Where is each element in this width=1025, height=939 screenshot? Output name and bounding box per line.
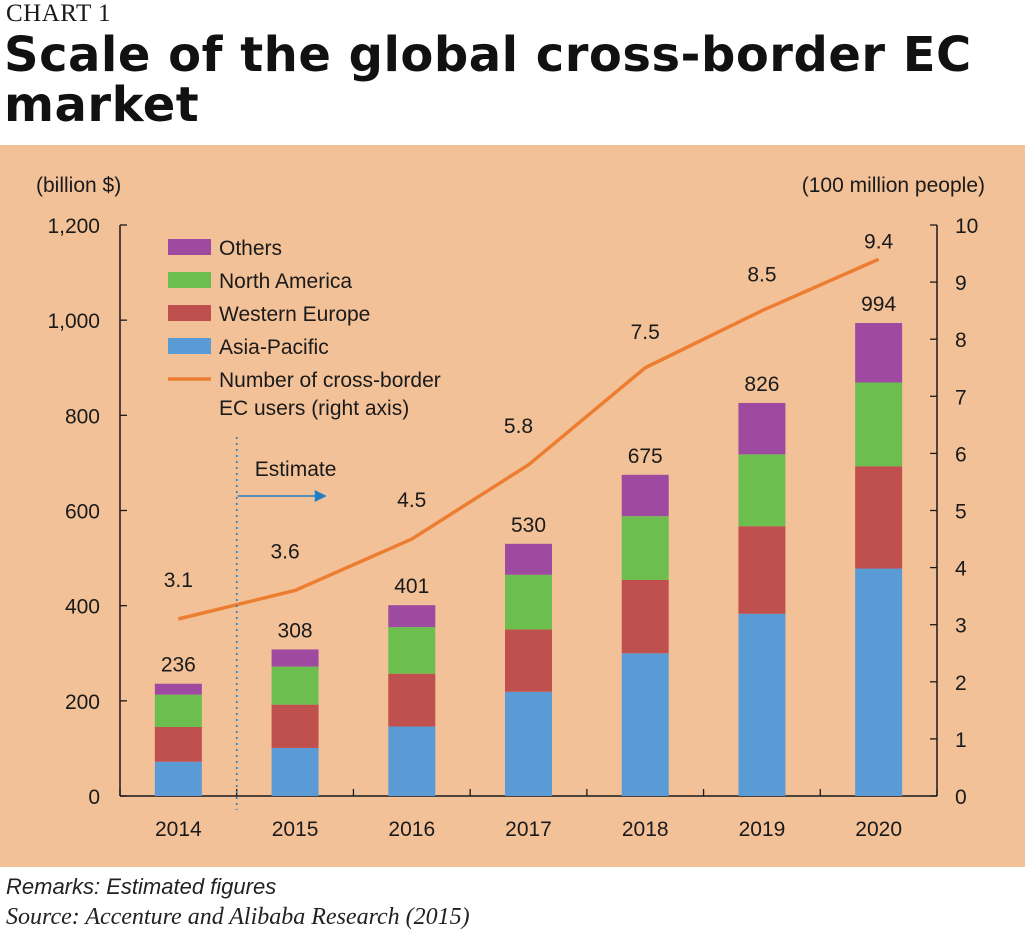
bar-western-europe	[855, 466, 903, 569]
left-tick-label: 1,200	[47, 215, 100, 238]
x-tick-label: 2018	[622, 818, 669, 841]
left-axis-unit-label: (billion $)	[36, 174, 121, 197]
right-tick-label: 10	[955, 215, 978, 238]
bars	[154, 323, 903, 796]
right-tick-label: 1	[955, 729, 967, 752]
bar-north-america	[738, 454, 786, 527]
right-tick-label: 3	[955, 615, 967, 638]
bar-total-label: 401	[394, 575, 429, 598]
line-value-label: 4.5	[397, 489, 426, 512]
line-value-label: 8.5	[747, 264, 776, 287]
legend-asia-pacific-swatch	[168, 338, 211, 354]
right-tick-label: 2	[955, 672, 967, 695]
bar-asia-pacific	[271, 747, 319, 796]
bar-north-america	[271, 666, 319, 705]
bar-north-america	[621, 516, 669, 580]
x-tick-label: 2014	[155, 818, 202, 841]
left-tick-label: 400	[65, 596, 100, 619]
bar-others	[388, 605, 436, 628]
right-tick-label: 9	[955, 272, 967, 295]
estimate-annotation: Estimate	[235, 437, 337, 810]
bar-western-europe	[388, 673, 436, 727]
line-value-label: 3.1	[164, 569, 193, 592]
bar-western-europe	[505, 629, 552, 692]
x-tick-label: 2017	[505, 818, 552, 841]
line-value-label: 5.8	[504, 415, 533, 438]
users-line	[177, 257, 880, 621]
legend-users-label-line1: Number of cross-border	[219, 369, 441, 392]
left-tick-label: 800	[65, 405, 100, 428]
left-tick-label: 600	[65, 501, 100, 524]
bar-total-label: 675	[628, 445, 663, 468]
bar-others	[271, 649, 319, 667]
axes: 0 200 400 600 800 1,000 1,200 0 1 2 3 4 5 6 7 8 9 10 2014 2…	[47, 215, 978, 841]
legend-western-europe-swatch	[168, 305, 211, 321]
right-tick-label: 5	[955, 501, 967, 524]
bar-total-label: 994	[861, 293, 896, 316]
bar-others	[738, 402, 786, 455]
bar-total-label: 308	[278, 619, 313, 642]
bar-western-europe	[271, 704, 319, 748]
chart-number-label: CHART 1	[6, 0, 112, 27]
bar-others	[154, 683, 202, 695]
x-tick-label: 2020	[855, 818, 902, 841]
bar-asia-pacific	[621, 653, 669, 796]
bar-north-america	[388, 627, 436, 674]
legend-users-label-line2: EC users (right axis)	[219, 397, 409, 420]
line-value-label: 7.5	[631, 321, 660, 344]
left-tick-label: 200	[65, 691, 100, 714]
bar-total-label: 530	[511, 514, 546, 537]
bar-north-america	[855, 382, 903, 467]
users-line-path	[177, 257, 880, 621]
right-tick-label: 6	[955, 443, 967, 466]
source-note: Source: Accenture and Alibaba Research (…	[6, 904, 470, 930]
bar-western-europe	[621, 579, 669, 654]
bar-asia-pacific	[154, 761, 202, 796]
right-tick-label: 7	[955, 386, 967, 409]
legend-north-america-swatch	[168, 272, 211, 288]
bar-total-label: 236	[161, 654, 196, 677]
x-tick-label: 2016	[388, 818, 435, 841]
left-tick-label: 1,000	[47, 310, 100, 333]
bar-western-europe	[738, 526, 786, 614]
right-tick-label: 0	[955, 786, 967, 809]
chart-title: Scale of the global cross-border EC mark…	[4, 27, 972, 133]
legend-western-europe-label: Western Europe	[219, 303, 370, 326]
x-tick-label: 2019	[739, 818, 786, 841]
bar-others	[621, 474, 669, 517]
legend-others-label: Others	[219, 237, 282, 260]
legend-others-swatch	[168, 239, 211, 255]
right-tick-label: 8	[955, 329, 967, 352]
estimate-label: Estimate	[255, 458, 337, 481]
bar-north-america	[154, 694, 202, 728]
right-tick-label: 4	[955, 558, 967, 581]
bar-western-europe	[154, 727, 202, 762]
legend-asia-pacific-label: Asia-Pacific	[219, 336, 329, 359]
line-value-label: 9.4	[864, 230, 894, 253]
left-tick-label: 0	[88, 786, 100, 809]
bar-total-label: 826	[744, 373, 779, 396]
x-tick-label: 2015	[272, 818, 319, 841]
data-labels: 236 308 401 530 675 826 994 3.1 3.6 4.5 5.8 7.5 8.5 9…	[161, 230, 897, 676]
bar-asia-pacific	[855, 568, 903, 796]
bar-asia-pacific	[388, 726, 436, 796]
legend-north-america-label: North America	[219, 270, 352, 293]
bar-others	[505, 543, 552, 575]
chart-svg: (billion $) (100 million people) 0200400…	[36, 174, 985, 841]
bar-others	[855, 323, 903, 383]
line-value-label: 3.6	[270, 540, 299, 563]
bar-asia-pacific	[738, 613, 786, 796]
right-axis-unit-label: (100 million people)	[802, 174, 985, 197]
remarks-note: Remarks: Estimated figures	[6, 874, 277, 899]
legend: Others North America Western Europe Asia-Pa…	[168, 237, 441, 420]
bar-north-america	[505, 574, 552, 630]
estimate-arrow-head	[314, 490, 327, 502]
bar-asia-pacific	[505, 691, 552, 796]
